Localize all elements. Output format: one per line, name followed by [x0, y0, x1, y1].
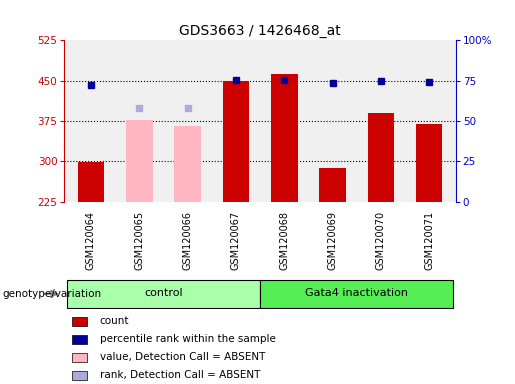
Text: rank, Detection Call = ABSENT: rank, Detection Call = ABSENT: [99, 370, 260, 380]
Bar: [67, 280, 260, 308]
Text: control: control: [144, 288, 183, 298]
Bar: [368, 113, 394, 202]
Bar: [416, 124, 442, 202]
Bar: [260, 280, 453, 308]
Text: GSM120066: GSM120066: [183, 210, 193, 270]
Text: GSM120064: GSM120064: [86, 210, 96, 270]
Bar: [174, 126, 201, 202]
Text: GSM120069: GSM120069: [328, 210, 337, 270]
Bar: [126, 120, 152, 202]
Bar: [72, 371, 87, 379]
Bar: [222, 81, 249, 202]
Bar: [78, 162, 104, 202]
Text: genotype/variation: genotype/variation: [3, 289, 101, 299]
Text: GSM120065: GSM120065: [134, 210, 144, 270]
Text: value, Detection Call = ABSENT: value, Detection Call = ABSENT: [99, 352, 265, 362]
Bar: [319, 168, 346, 202]
Text: GSM120068: GSM120068: [279, 210, 289, 270]
Text: GSM120071: GSM120071: [424, 210, 434, 270]
Bar: [72, 334, 87, 344]
Text: GSM120070: GSM120070: [376, 210, 386, 270]
Text: GSM120067: GSM120067: [231, 210, 241, 270]
Text: Gata4 inactivation: Gata4 inactivation: [305, 288, 408, 298]
Bar: [72, 353, 87, 362]
Text: count: count: [99, 316, 129, 326]
Text: percentile rank within the sample: percentile rank within the sample: [99, 334, 276, 344]
Bar: [72, 316, 87, 326]
Bar: [271, 74, 298, 202]
Title: GDS3663 / 1426468_at: GDS3663 / 1426468_at: [179, 24, 341, 38]
